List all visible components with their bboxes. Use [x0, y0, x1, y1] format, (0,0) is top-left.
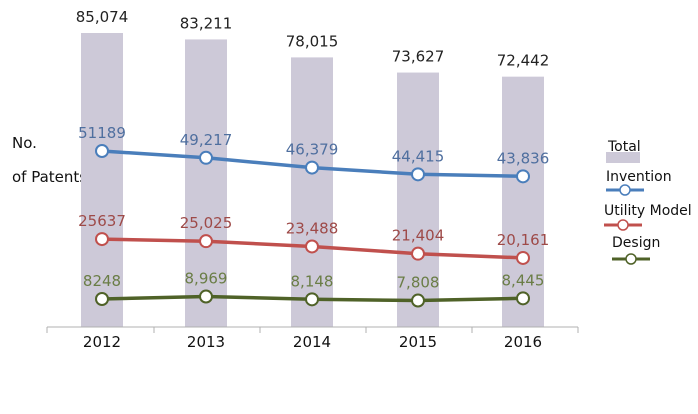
point-utility-model-2016 — [516, 250, 530, 265]
x-tick-label-2015: 2015 — [399, 333, 437, 351]
bar-label-2016: 72,442 — [497, 52, 550, 70]
x-tick-label-2012: 2012 — [83, 333, 121, 351]
point-design-2015 — [411, 293, 425, 308]
bar-total-2013 — [185, 39, 227, 328]
point-design-2014 — [305, 292, 319, 307]
legend-label-design: Design — [612, 235, 660, 251]
point-label-invention-2016: 43,836 — [497, 149, 550, 167]
point-label-design-2016: 8,445 — [502, 271, 545, 289]
legend-marker-invention — [619, 184, 631, 196]
bar-label-2013: 83,211 — [180, 14, 233, 32]
point-design-2012 — [95, 292, 109, 306]
point-label-invention-2012: 51189 — [78, 124, 126, 142]
point-label-design-2014: 8,148 — [291, 272, 334, 290]
bar-total-2015 — [397, 72, 439, 327]
x-tick-label-2016: 2016 — [504, 333, 542, 351]
y-axis-label-line-2: of Patents — [12, 168, 88, 186]
y-axis-label: No. of Patents — [12, 118, 87, 203]
bar-total-2016 — [502, 76, 544, 327]
point-label-invention-2014: 46,379 — [286, 141, 339, 159]
point-invention-2013 — [199, 150, 213, 165]
legend-marker-design — [625, 253, 637, 265]
point-invention-2015 — [411, 167, 425, 182]
point-label-design-2012: 8248 — [83, 272, 121, 290]
point-invention-2014 — [305, 160, 319, 175]
point-utility-model-2015 — [411, 246, 425, 261]
bar-label-2012: 85,074 — [76, 8, 129, 26]
bar-total-2014 — [291, 57, 333, 328]
point-label-utility-model-2013: 25,025 — [180, 214, 233, 232]
point-label-utility-model-2016: 20,161 — [497, 231, 550, 249]
bar-total-2012 — [81, 33, 123, 327]
legend-label-total: Total — [607, 139, 641, 155]
point-design-2016 — [516, 291, 530, 306]
point-label-utility-model-2015: 21,404 — [392, 227, 445, 245]
point-label-invention-2015: 44,415 — [392, 147, 445, 165]
point-label-design-2015: 7,808 — [397, 274, 440, 292]
legend-label-invention: Invention — [606, 169, 672, 185]
point-label-design-2013: 8,969 — [185, 270, 228, 288]
legend-swatch-total — [606, 152, 640, 163]
bar-label-2015: 73,627 — [392, 48, 445, 66]
x-tick-label-2014: 2014 — [293, 333, 331, 351]
x-tick-label-2013: 2013 — [187, 333, 225, 351]
point-label-utility-model-2012: 25637 — [78, 212, 126, 230]
legend-label-utility-model: Utility Model — [604, 203, 692, 219]
point-label-invention-2013: 49,217 — [180, 131, 233, 149]
point-label-utility-model-2014: 23,488 — [286, 219, 339, 237]
point-design-2013 — [199, 289, 213, 304]
point-invention-2012 — [95, 144, 109, 158]
point-utility-model-2014 — [305, 239, 319, 254]
point-utility-model-2012 — [95, 232, 109, 247]
bar-label-2014: 78,015 — [286, 32, 339, 50]
y-axis-label-line-1: No. — [12, 134, 37, 152]
point-utility-model-2013 — [199, 234, 213, 249]
legend-marker-utility-model — [617, 219, 629, 231]
point-invention-2016 — [516, 169, 530, 184]
